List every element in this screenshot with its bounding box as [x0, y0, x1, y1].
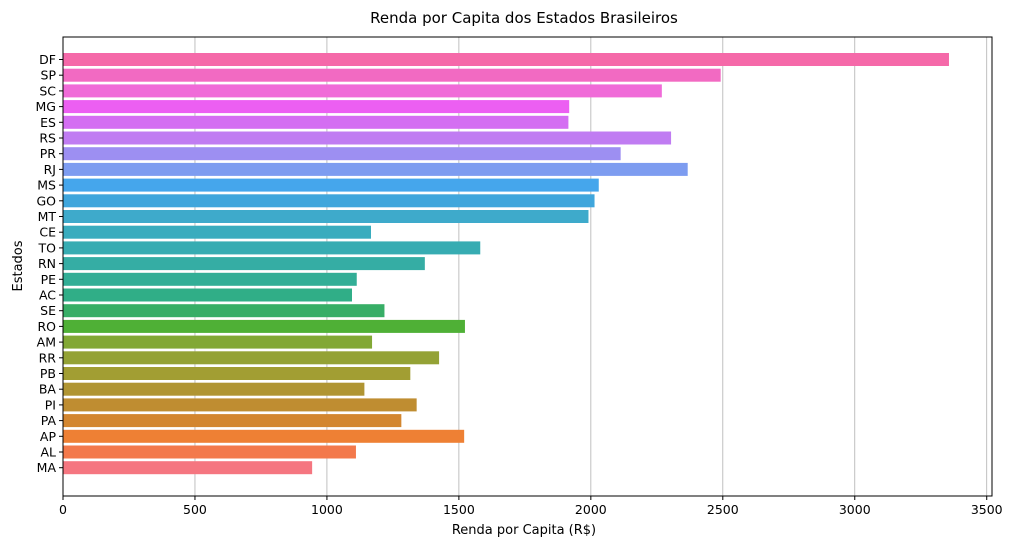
y-tick-label: PE — [41, 272, 57, 287]
y-tick-label: RN — [38, 256, 56, 271]
x-tick-label: 3500 — [971, 502, 1003, 517]
y-tick-label: RO — [37, 319, 56, 334]
bar-am — [63, 335, 373, 349]
bar-ce — [63, 225, 371, 239]
bar-ac — [63, 288, 352, 302]
y-tick-label: MT — [38, 209, 57, 224]
y-tick-label: MA — [37, 460, 57, 475]
y-tick-label: RS — [39, 131, 56, 146]
x-axis-ticks: 0 500 1000 1500 2000 2500 3000 3500 — [59, 496, 1003, 517]
x-tick-label: 1500 — [443, 502, 475, 517]
y-tick-label: SC — [39, 83, 56, 98]
bar-ro — [63, 319, 465, 333]
bar-ap — [63, 429, 465, 443]
y-tick-label: AC — [39, 288, 56, 303]
bar-pa — [63, 414, 402, 428]
bar-ms — [63, 178, 599, 192]
x-axis-label: Renda por Capita (R$) — [452, 523, 596, 538]
y-tick-label: PR — [40, 146, 57, 161]
y-tick-label: BA — [39, 382, 57, 397]
bar-mt — [63, 210, 589, 223]
y-tick-label: AP — [40, 429, 57, 444]
bar-rj — [63, 162, 688, 176]
bar-go — [63, 194, 595, 208]
y-tick-label: MS — [37, 178, 56, 193]
y-tick-label: GO — [36, 193, 56, 208]
bar-rs — [63, 131, 672, 145]
y-tick-label: AM — [37, 335, 56, 350]
y-tick-label: AL — [40, 445, 56, 460]
y-tick-label: RR — [39, 350, 57, 365]
y-tick-label: TO — [38, 240, 57, 255]
y-tick-label: MG — [36, 99, 56, 114]
y-tick-label: RJ — [44, 162, 56, 177]
bar-pr — [63, 147, 621, 161]
x-tick-label: 0 — [59, 502, 67, 517]
bar-df — [63, 53, 949, 66]
y-tick-label: ES — [40, 115, 56, 130]
y-tick-label: PB — [40, 366, 56, 381]
chart-title: Renda por Capita dos Estados Brasileiros — [370, 9, 678, 27]
y-tick-label: DF — [39, 52, 56, 67]
y-tick-label: SP — [41, 68, 57, 83]
y-axis-label: Estados — [11, 240, 26, 291]
bar-pi — [63, 398, 417, 412]
x-tick-label: 3000 — [839, 502, 871, 517]
bar-ma — [63, 461, 313, 475]
x-tick-label: 2000 — [575, 502, 607, 517]
bar-al — [63, 445, 356, 459]
y-tick-label: SE — [40, 303, 56, 318]
x-tick-label: 1000 — [311, 502, 343, 517]
x-tick-label: 2500 — [707, 502, 739, 517]
bar-pe — [63, 272, 357, 286]
bar-rr — [63, 351, 440, 365]
bar-pb — [63, 367, 411, 380]
bars — [63, 53, 949, 475]
bar-rn — [63, 257, 425, 271]
gridlines — [194, 37, 988, 496]
x-tick-label: 500 — [183, 502, 207, 517]
y-tick-label: PA — [41, 413, 57, 428]
plot-frame — [62, 36, 993, 497]
y-axis-ticks: DFSPSCMGESRSPRRJMSGOMTCETORNPEACSEROAMRR… — [36, 52, 63, 475]
y-tick-label: CE — [39, 225, 56, 240]
bar-ba — [63, 382, 365, 396]
bar-es — [63, 115, 569, 129]
bar-mg — [63, 100, 570, 114]
bar-se — [63, 304, 385, 318]
bar-to — [63, 241, 481, 255]
bar-sp — [63, 68, 721, 82]
bar-sc — [63, 84, 662, 98]
y-tick-label: PI — [45, 397, 56, 412]
